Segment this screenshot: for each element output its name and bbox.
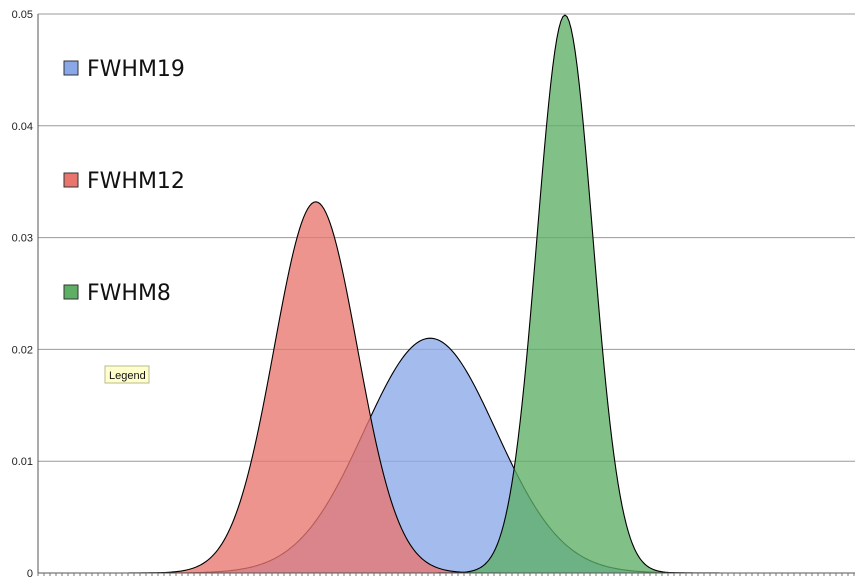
tooltip-box [104,365,150,384]
y-tick-label: 0.05 [12,9,33,21]
axes [37,14,855,576]
y-tick-label: 0.04 [12,121,33,133]
tooltip-text: Legend [109,370,146,382]
legend-swatch-fwhm8[interactable] [63,284,79,300]
legend-swatch-fwhm19[interactable] [63,60,79,76]
legend-tooltip: Legend [104,365,150,384]
legend-swatch-fwhm12[interactable] [63,172,79,188]
legend-label-fwhm8[interactable]: FWHM8 [87,281,171,306]
grid-lines [38,13,855,462]
y-tick-label: 0.03 [12,233,33,245]
legend-label-fwhm12[interactable]: FWHM12 [87,169,185,194]
y-tick-label: 0.01 [12,456,33,468]
y-tick-label: 0.02 [12,344,33,356]
legend-label-fwhm19[interactable]: FWHM19 [87,57,185,82]
series-area-fwhm19 [38,337,855,574]
legend[interactable]: FWHM19 FWHM12 FWHM8 [63,57,185,306]
y-tick-label: 0 [27,568,33,580]
y-tick-labels: 0 0.01 0.02 0.03 0.04 0.05 [12,9,33,580]
